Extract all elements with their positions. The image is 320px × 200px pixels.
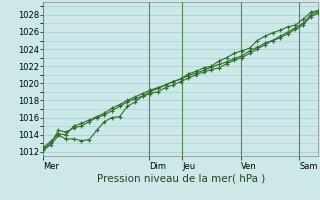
X-axis label: Pression niveau de la mer( hPa ): Pression niveau de la mer( hPa ) xyxy=(97,173,265,183)
